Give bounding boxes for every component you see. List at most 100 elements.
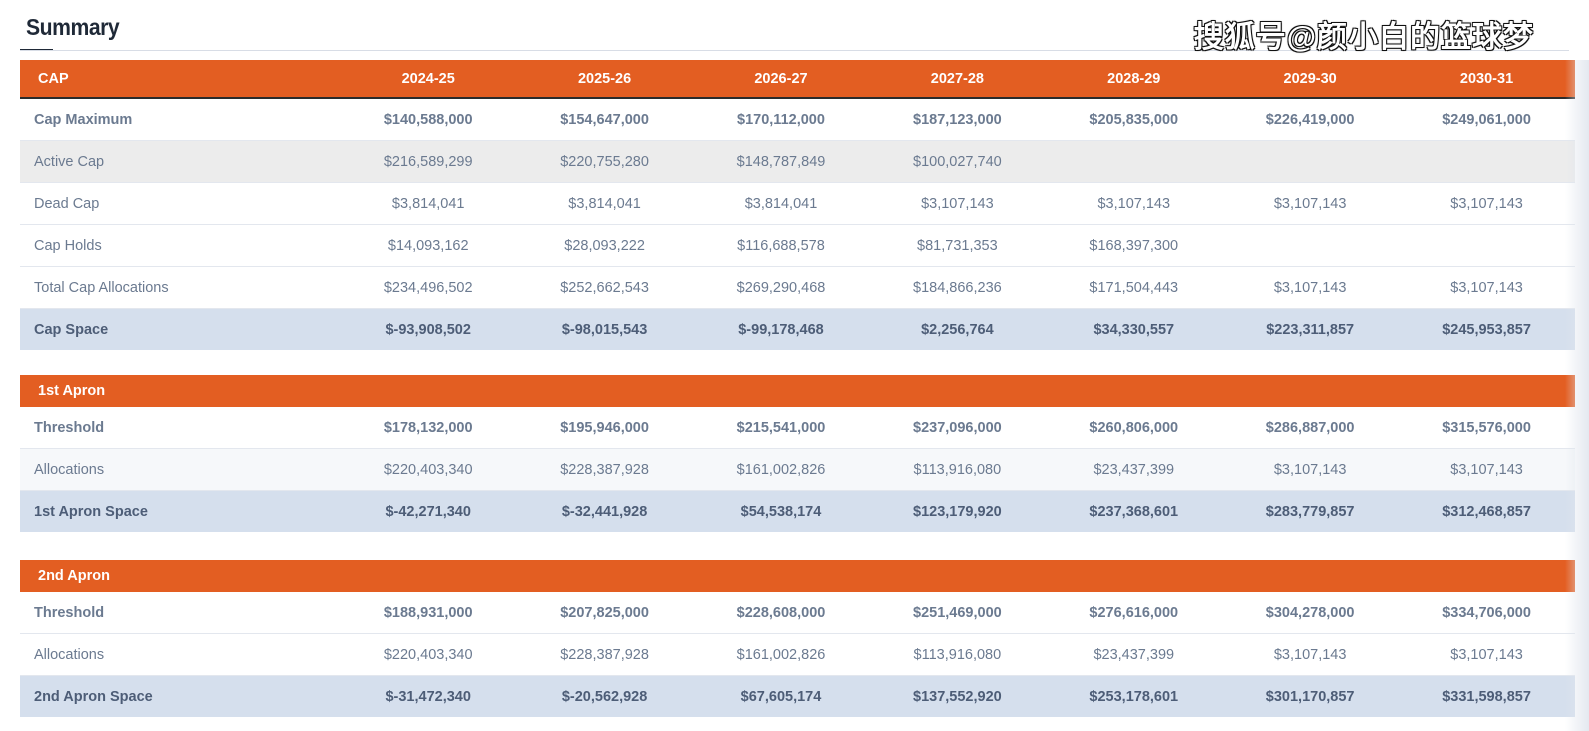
- first-apron-table: 1st Apron Threshold $178,132,000 $195,94…: [20, 375, 1575, 532]
- cell-value: $3,107,143: [869, 182, 1046, 225]
- cell-value: $3,107,143: [1045, 182, 1222, 225]
- cap-maximum-row: Cap Maximum $140,588,000 $154,647,000 $1…: [20, 98, 1575, 141]
- cap-space-row: Cap Space $-93,908,502 $-98,015,543 $-99…: [20, 308, 1575, 350]
- cell-value: $3,107,143: [1221, 448, 1399, 491]
- cell-value: $269,290,468: [692, 266, 870, 309]
- year-header[interactable]: 2028-29: [1045, 60, 1222, 99]
- cell-value: $14,093,162: [340, 224, 517, 267]
- cell-value: $81,731,353: [869, 224, 1046, 267]
- cell-value: $161,002,826: [692, 448, 870, 491]
- cell-value: $3,107,143: [1221, 266, 1399, 309]
- cell-value: $220,403,340: [340, 448, 517, 491]
- cell-value: $205,835,000: [1045, 98, 1222, 141]
- cell-value: [1221, 140, 1399, 183]
- row-label: Cap Space: [20, 308, 340, 350]
- row-label: Dead Cap: [20, 182, 340, 225]
- cell-value: $161,002,826: [692, 633, 870, 676]
- cell-value: $226,419,000: [1221, 98, 1399, 141]
- cell-value: $171,504,443: [1045, 266, 1222, 309]
- dead-cap-row: Dead Cap $3,814,041 $3,814,041 $3,814,04…: [20, 182, 1575, 225]
- cell-value: $237,368,601: [1045, 490, 1222, 532]
- first-apron-space-row: 1st Apron Space $-42,271,340 $-32,441,92…: [20, 490, 1575, 532]
- row-label: 2nd Apron Space: [20, 675, 340, 717]
- cell-value: $137,552,920: [869, 675, 1046, 717]
- cell-value: $223,311,857: [1221, 308, 1399, 350]
- cell-value: [1221, 224, 1399, 267]
- first-apron-header-label: 1st Apron: [20, 375, 340, 407]
- cell-value: $184,866,236: [869, 266, 1046, 309]
- cell-value: $245,953,857: [1398, 308, 1575, 350]
- cell-value: $23,437,399: [1045, 633, 1222, 676]
- cell-value: $234,496,502: [340, 266, 517, 309]
- total-cap-allocations-row: Total Cap Allocations $234,496,502 $252,…: [20, 266, 1575, 309]
- row-label: Threshold: [20, 592, 340, 634]
- cap-header-label: CAP: [20, 60, 340, 99]
- year-header[interactable]: 2026-27: [692, 60, 870, 99]
- cell-value: [1398, 140, 1575, 183]
- row-label: Total Cap Allocations: [20, 266, 340, 309]
- cell-value: $3,107,143: [1398, 182, 1575, 225]
- title-divider: [20, 50, 1569, 51]
- cell-value: $3,814,041: [692, 182, 870, 225]
- cell-value: $3,107,143: [1221, 182, 1399, 225]
- cell-value: $-31,472,340: [340, 675, 517, 717]
- year-header[interactable]: 2029-30: [1221, 60, 1399, 99]
- second-apron-header-label: 2nd Apron: [20, 560, 340, 592]
- cell-value: $260,806,000: [1045, 407, 1222, 449]
- row-label: Allocations: [20, 448, 340, 491]
- cell-value: $3,814,041: [516, 182, 693, 225]
- cell-value: $34,330,557: [1045, 308, 1222, 350]
- cell-value: $207,825,000: [516, 592, 693, 634]
- row-label: 1st Apron Space: [20, 490, 340, 532]
- second-apron-table: 2nd Apron Threshold $188,931,000 $207,82…: [20, 560, 1575, 717]
- cell-value: $-32,441,928: [516, 490, 693, 532]
- cell-value: $283,779,857: [1221, 490, 1399, 532]
- cell-value: $237,096,000: [869, 407, 1046, 449]
- cell-value: $252,662,543: [516, 266, 693, 309]
- cap-table: CAP 2024-25 2025-26 2026-27 2027-28 2028…: [20, 60, 1575, 350]
- cell-value: $116,688,578: [692, 224, 870, 267]
- cell-value: $67,605,174: [692, 675, 870, 717]
- cell-value: $228,387,928: [516, 633, 693, 676]
- cell-value: $113,916,080: [869, 633, 1046, 676]
- row-label: Active Cap: [20, 140, 340, 183]
- cap-header-row: CAP 2024-25 2025-26 2026-27 2027-28 2028…: [20, 60, 1575, 99]
- cell-value: $-93,908,502: [340, 308, 517, 350]
- horizontal-scroll-edge[interactable]: [1565, 60, 1589, 731]
- cell-value: $304,278,000: [1221, 592, 1399, 634]
- year-header[interactable]: 2027-28: [869, 60, 1046, 99]
- watermark: 搜狐号@颜小白的篮球梦: [1193, 21, 1534, 54]
- cell-value: $170,112,000: [692, 98, 870, 141]
- cell-value: $123,179,920: [869, 490, 1046, 532]
- cell-value: $3,814,041: [340, 182, 517, 225]
- first-apron-threshold-row: Threshold $178,132,000 $195,946,000 $215…: [20, 407, 1575, 449]
- year-header[interactable]: 2025-26: [516, 60, 693, 99]
- cell-value: $216,589,299: [340, 140, 517, 183]
- cell-value: $-20,562,928: [516, 675, 693, 717]
- second-apron-threshold-row: Threshold $188,931,000 $207,825,000 $228…: [20, 592, 1575, 634]
- cell-value: $28,093,222: [516, 224, 693, 267]
- cell-value: $187,123,000: [869, 98, 1046, 141]
- row-label: Cap Holds: [20, 224, 340, 267]
- cell-value: $23,437,399: [1045, 448, 1222, 491]
- cell-value: $113,916,080: [869, 448, 1046, 491]
- cell-value: $-98,015,543: [516, 308, 693, 350]
- year-header[interactable]: 2024-25: [340, 60, 517, 99]
- cell-value: [1398, 224, 1575, 267]
- cell-value: $3,107,143: [1398, 633, 1575, 676]
- cell-value: $228,387,928: [516, 448, 693, 491]
- cell-value: $3,107,143: [1398, 448, 1575, 491]
- active-cap-row: Active Cap $216,589,299 $220,755,280 $14…: [20, 140, 1575, 183]
- cell-value: $286,887,000: [1221, 407, 1399, 449]
- cell-value: $-99,178,468: [692, 308, 870, 350]
- cap-holds-row: Cap Holds $14,093,162 $28,093,222 $116,6…: [20, 224, 1575, 267]
- cell-value: $301,170,857: [1221, 675, 1399, 717]
- cell-value: $178,132,000: [340, 407, 517, 449]
- second-apron-header-row: 2nd Apron: [20, 560, 1575, 592]
- cell-value: $154,647,000: [516, 98, 693, 141]
- cell-value: $3,107,143: [1398, 266, 1575, 309]
- row-label: Cap Maximum: [20, 98, 340, 141]
- year-header[interactable]: 2030-31: [1398, 60, 1575, 99]
- cell-value: $249,061,000: [1398, 98, 1575, 141]
- cell-value: $334,706,000: [1398, 592, 1575, 634]
